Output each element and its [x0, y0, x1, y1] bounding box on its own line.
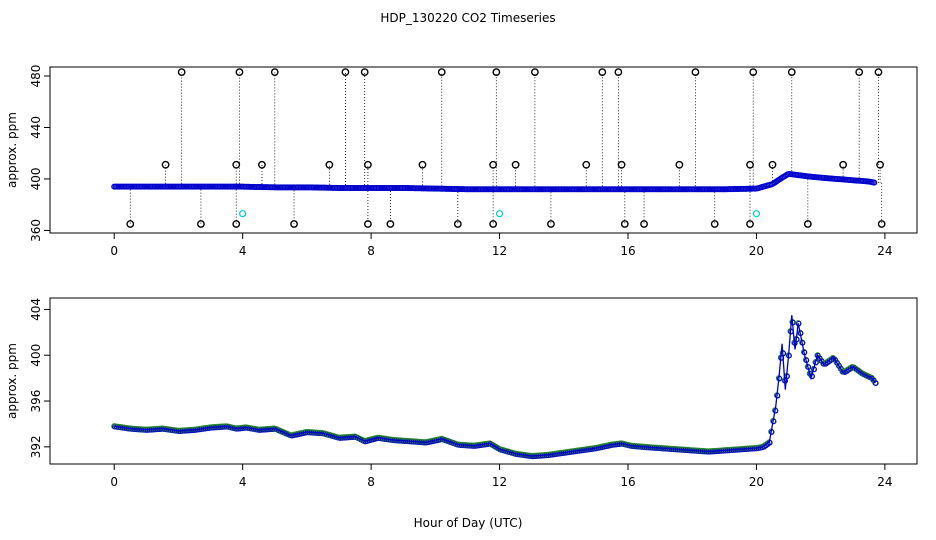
x-tick-label: 24 [877, 244, 892, 258]
data-point [873, 380, 879, 386]
bottom-marks [111, 315, 879, 460]
spike-point [640, 220, 648, 228]
spike-point [489, 220, 498, 228]
spike-point [839, 160, 848, 169]
top-axes: 0 4 8 12 16 20 24 360 400 440 480 [29, 65, 893, 258]
spike-point [341, 68, 350, 77]
spike-point [126, 220, 135, 228]
spike-point [177, 68, 186, 77]
spike-point [232, 220, 241, 228]
spike-point [768, 160, 777, 169]
x-tick-label: 24 [877, 475, 892, 489]
bottom-y-axis-label: approx. ppm [5, 343, 19, 419]
spike-point [803, 220, 812, 228]
spike-point [746, 160, 754, 169]
bottom-panel: approx. ppm 0 4 8 12 16 20 24 392 396 400 404 [5, 297, 918, 489]
spike-point [197, 220, 205, 228]
spike-point [787, 68, 796, 77]
x-tick-label: 4 [239, 475, 247, 489]
spike-point [614, 68, 623, 77]
y-tick-label: 360 [29, 219, 43, 242]
spike-point [363, 220, 372, 228]
spike-point [530, 68, 539, 77]
top-panel: approx. ppm 0 4 8 12 16 20 24 360 400 440 480 [5, 65, 918, 258]
spike-point [161, 160, 170, 169]
spike-point [418, 160, 427, 169]
x-axis-label: Hour of Day (UTC) [414, 516, 523, 530]
x-tick-label: 0 [110, 475, 118, 489]
spike-point [582, 160, 591, 169]
spike-point [270, 68, 279, 77]
x-tick-label: 20 [749, 244, 764, 258]
spike-point [360, 68, 369, 77]
spike-point [437, 68, 446, 77]
bottom-plot-frame [49, 297, 918, 465]
top-plot-frame [49, 66, 918, 234]
y-tick-label: 480 [29, 65, 43, 88]
x-tick-label: 16 [620, 475, 635, 489]
x-tick-label: 8 [367, 475, 375, 489]
spike-point [363, 160, 372, 169]
spike-point [691, 68, 700, 77]
data-point [871, 179, 878, 186]
spike-point [453, 220, 462, 228]
x-tick-label: 8 [367, 244, 375, 258]
figure-title: HDP_130220 CO2 Timeseries [380, 11, 555, 25]
top-marks [111, 68, 886, 228]
spike-point [235, 68, 244, 77]
spike-point [617, 160, 626, 169]
spike-point [386, 220, 395, 228]
x-tick-label: 16 [620, 244, 635, 258]
series-line [114, 315, 876, 457]
top-y-axis-label: approx. ppm [5, 112, 19, 188]
spike-point [598, 68, 607, 77]
spike-point [290, 220, 298, 228]
flagged-point [239, 210, 247, 218]
spike-point [877, 220, 886, 228]
spike-point [675, 160, 684, 169]
spike-point [876, 160, 884, 169]
x-tick-label: 12 [492, 475, 507, 489]
spike-point [855, 68, 864, 77]
y-tick-label: 440 [29, 116, 43, 139]
bottom-axes: 0 4 8 12 16 20 24 392 396 400 404 [29, 298, 893, 489]
spike-point [710, 220, 719, 228]
y-tick-label: 400 [29, 344, 43, 367]
flagged-point [752, 210, 761, 218]
x-tick-label: 0 [110, 244, 118, 258]
y-tick-label: 404 [29, 298, 43, 321]
x-tick-label: 20 [749, 475, 764, 489]
y-tick-label: 392 [29, 435, 43, 458]
spike-point [258, 160, 266, 169]
x-tick-label: 12 [492, 244, 507, 258]
spike-point [492, 68, 501, 77]
spike-point [511, 160, 520, 169]
y-tick-label: 400 [29, 168, 43, 191]
spike-point [874, 68, 883, 77]
y-tick-label: 396 [29, 390, 43, 413]
spike-point [746, 220, 754, 228]
spike-point [325, 160, 334, 169]
spike-point [620, 220, 629, 228]
x-tick-label: 4 [239, 244, 247, 258]
spike-point [749, 68, 758, 77]
spike-point [547, 220, 555, 228]
flagged-point [495, 210, 504, 218]
